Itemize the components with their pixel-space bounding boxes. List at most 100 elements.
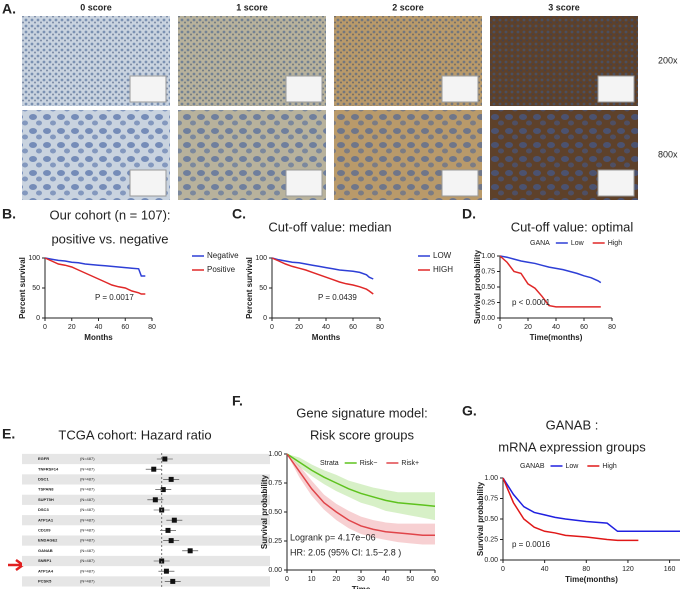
x-tick-label: 80 <box>582 566 590 573</box>
arrow <box>8 558 26 572</box>
inset <box>597 75 635 103</box>
n-label: (N=487) <box>80 497 95 502</box>
hr-marker <box>152 497 158 503</box>
legend-label: Risk+ <box>401 460 419 467</box>
row-band <box>22 576 270 587</box>
hr-marker <box>162 456 168 462</box>
hr-marker <box>163 568 169 574</box>
gene-name: PCSK5 <box>38 578 52 583</box>
confidence-band <box>287 454 435 521</box>
chart-title: mRNA expression groups <box>498 439 646 454</box>
chart-title: Cut-off value: optimal <box>511 219 634 234</box>
row-band <box>22 494 270 505</box>
legend-label: Positive <box>207 265 236 274</box>
hr-marker <box>170 578 176 584</box>
panel-label: F. <box>232 393 243 409</box>
hr-marker <box>160 487 166 493</box>
y-tick-label: 1.00 <box>484 475 498 482</box>
n-label: (N=487) <box>80 568 95 573</box>
row-label: 200x <box>658 55 678 65</box>
inset <box>285 75 323 103</box>
n-label: (N=487) <box>80 507 95 512</box>
y-axis-label: Survival probability <box>260 474 269 549</box>
legend-title: GANAB <box>520 463 545 470</box>
column-title: 3 score <box>548 2 580 12</box>
x-tick-label: 60 <box>121 324 129 331</box>
y-axis-label: Percent survival <box>18 257 27 319</box>
n-label: (N=487) <box>80 538 95 543</box>
gene-name: TSPAN8 <box>38 487 54 492</box>
y-axis-label: Percent survival <box>245 257 254 319</box>
n-label: (N=487) <box>80 548 95 553</box>
x-tick-label: 0 <box>498 324 502 331</box>
y-tick-label: 0.75 <box>268 480 282 487</box>
hr-marker <box>171 517 177 523</box>
x-tick-label: 20 <box>295 324 303 331</box>
x-tick-label: 80 <box>608 324 616 331</box>
y-tick-label: 0.00 <box>268 567 282 574</box>
x-tick-label: 0 <box>285 576 289 583</box>
annotation: p < 0.0001 <box>512 298 551 307</box>
survival-curve <box>44 257 146 295</box>
x-axis-label: Time(months) <box>530 333 583 342</box>
chart-title: Our cohort (n = 107): <box>49 207 170 222</box>
inset <box>441 169 479 197</box>
gene-name: ATP1A4 <box>38 568 54 573</box>
x-tick-label: 20 <box>68 324 76 331</box>
x-tick-label: 40 <box>382 576 390 583</box>
chart-title: Cut-off value: median <box>268 219 391 234</box>
y-tick-label: 50 <box>259 285 267 292</box>
x-axis-label: Time(months) <box>565 575 618 584</box>
row-label: 800x <box>658 149 678 159</box>
inset <box>597 169 635 197</box>
x-tick-label: 60 <box>349 324 357 331</box>
y-tick-label: 0.25 <box>481 299 495 306</box>
row-band <box>22 555 270 567</box>
x-tick-label: 40 <box>552 324 560 331</box>
y-tick-label: 0.75 <box>481 268 495 275</box>
y-axis-label: Survival probability <box>476 481 485 556</box>
axis <box>44 258 152 319</box>
histology-grid: 0 score 1 score 2 score 3 score 200x 800x <box>22 2 678 200</box>
inset <box>441 75 479 103</box>
x-tick-label: 0 <box>501 566 505 573</box>
x-axis-label: Months <box>84 333 113 342</box>
panel-label: E. <box>2 426 15 442</box>
inset <box>285 169 323 197</box>
chart-title: positive vs. negative <box>51 231 168 246</box>
gene-name: SNRP1 <box>38 558 52 563</box>
annotation: Logrank p= 4.17e−06 <box>290 532 376 542</box>
hr-marker <box>151 466 157 472</box>
n-label: (N=487) <box>80 527 95 532</box>
survival-curve <box>499 255 602 284</box>
gene-name: DSC3 <box>38 507 49 512</box>
survival-curve <box>502 477 639 542</box>
x-tick-label: 40 <box>95 324 103 331</box>
row-band <box>22 453 270 465</box>
column-title: 1 score <box>236 2 268 12</box>
hr-marker <box>168 538 174 544</box>
gene-name: EGFR <box>38 456 49 461</box>
row-band <box>22 515 270 526</box>
gene-name: CD109 <box>38 527 51 532</box>
x-tick-label: 80 <box>148 324 156 331</box>
survival-curve <box>271 257 374 295</box>
n-label: (N=487) <box>80 578 95 583</box>
hr-marker <box>165 527 171 533</box>
annotation: HR: 2.05 (95% CI: 1.5−2.8 ) <box>290 547 401 557</box>
panel-label: B. <box>2 206 16 222</box>
survival-curve <box>286 453 435 536</box>
y-tick-label: 0.75 <box>484 495 498 502</box>
legend-label: LOW <box>433 251 452 260</box>
gene-name: SUPT5H <box>38 497 54 502</box>
y-tick-label: 0.50 <box>481 284 495 291</box>
y-tick-label: 1.00 <box>481 253 495 260</box>
legend-title: Strata <box>320 460 339 467</box>
gene-name: ENDAGE2 <box>38 538 58 543</box>
x-tick-label: 20 <box>332 576 340 583</box>
x-tick-label: 40 <box>541 566 549 573</box>
annotation: P = 0.0017 <box>95 293 134 302</box>
chart-title: TCGA cohort: Hazard ratio <box>58 427 211 442</box>
y-axis-label: Survival probability <box>473 249 482 324</box>
inset <box>129 169 167 197</box>
